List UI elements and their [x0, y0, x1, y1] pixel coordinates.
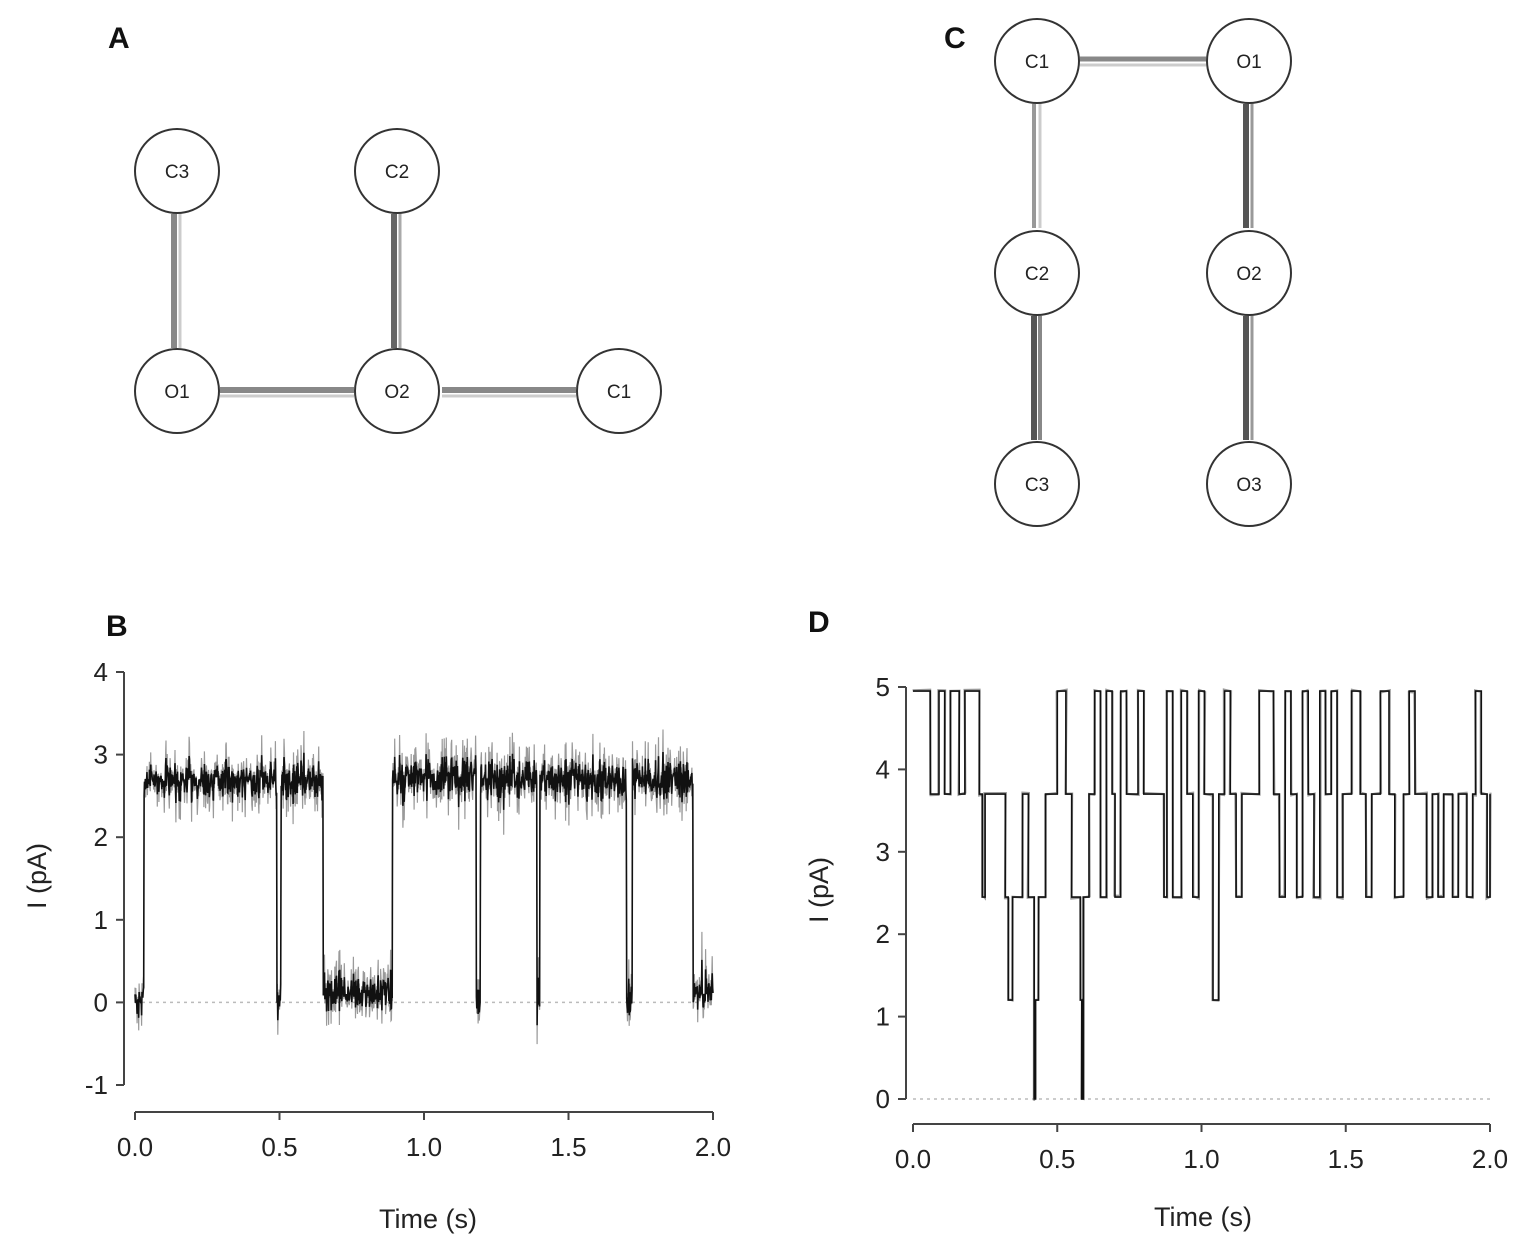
chart-d-xtick-label: 1.0	[1183, 1144, 1219, 1174]
edge-c2-o2	[391, 214, 402, 348]
edge-o2-c1	[442, 387, 576, 398]
chart-b-xlabel: Time (s)	[379, 1204, 477, 1234]
panel-label-b: B	[106, 610, 128, 643]
chart-d-ytick-label: 3	[876, 837, 890, 867]
edge-o2-o3	[1243, 316, 1254, 440]
chart-d-xtick-label: 2.0	[1472, 1144, 1508, 1174]
edge-c1-o1	[1080, 56, 1206, 67]
chart-b-xtick-label: 0.0	[117, 1132, 153, 1162]
chart-d-xtick-label: 0.0	[895, 1144, 931, 1174]
panel-label-c: C	[944, 22, 966, 55]
state-label-o1: O1	[1236, 52, 1261, 73]
chart-d-ticks: 0 1 2 3 4 5 0.0 0.5 1.0 1.5 2.0	[876, 672, 1509, 1174]
state-node-c1: C1	[576, 348, 662, 434]
state-node-c3: C3	[134, 128, 220, 214]
edge-c2-c3	[1031, 316, 1042, 440]
panel-label-d: D	[808, 606, 830, 639]
state-label-o3: O3	[1236, 475, 1261, 496]
state-label-c2: C2	[385, 162, 409, 183]
chart-d-trace	[912, 688, 1492, 1101]
chart-b-xtick-label: 1.0	[406, 1132, 442, 1162]
state-node-o2: O2	[354, 348, 440, 434]
chart-b-xtick-label: 2.0	[695, 1132, 731, 1162]
state-label-c3: C3	[1025, 475, 1049, 496]
edge-o1-o2	[220, 387, 354, 398]
chart-d-ytick-label: 0	[876, 1084, 890, 1114]
chart-b-ytick-label: 2	[94, 822, 108, 852]
state-node-o1: O1	[1206, 18, 1292, 104]
state-label-c1: C1	[607, 382, 631, 403]
chart-b-xtick-label: 0.5	[261, 1132, 297, 1162]
state-node-c3: C3	[994, 441, 1080, 527]
state-node-o1: O1	[134, 348, 220, 434]
state-label-o2: O2	[384, 382, 409, 403]
edge-o1-o2	[1243, 104, 1254, 228]
chart-b-trace-dark	[134, 751, 714, 1026]
chart-d-ytick-label: 4	[876, 754, 890, 784]
chart-b: -1 0 1 2 3 4 0.0 0.5 1.0 1.5 2.0 Time (s) I (pA)	[22, 657, 731, 1234]
chart-b-trace	[134, 729, 714, 1045]
chart-d-ytick-label: 1	[876, 1002, 890, 1032]
chart-d-trace-fit	[913, 690, 1491, 1100]
panel-label-a: A	[108, 22, 130, 55]
state-node-c2: C2	[994, 230, 1080, 316]
chart-d-xtick-label: 1.5	[1328, 1144, 1364, 1174]
state-node-o2: O2	[1206, 230, 1292, 316]
chart-b-ticks: -1 0 1 2 3 4 0.0 0.5 1.0 1.5 2.0	[85, 657, 731, 1162]
chart-d-xtick-label: 0.5	[1039, 1144, 1075, 1174]
state-node-c1: C1	[994, 18, 1080, 104]
state-label-c2: C2	[1025, 264, 1049, 285]
chart-d: 0 1 2 3 4 5 0.0 0.5 1.0 1.5 2.0 Time (s) I (pA)	[804, 672, 1508, 1232]
chart-d-ytick-label: 5	[876, 672, 890, 702]
chart-b-ytick-label: 0	[94, 987, 108, 1017]
chart-b-ytick-label: -1	[85, 1070, 108, 1100]
chart-b-ytick-label: 4	[94, 657, 108, 687]
chart-b-ytick-label: 1	[94, 905, 108, 935]
state-node-o3: O3	[1206, 441, 1292, 527]
chart-b-ylabel: I (pA)	[22, 843, 52, 909]
chart-b-ytick-label: 3	[94, 740, 108, 770]
state-label-c3: C3	[165, 162, 189, 183]
state-label-o2: O2	[1236, 264, 1261, 285]
chart-d-xlabel: Time (s)	[1154, 1202, 1252, 1232]
edge-c3-o1	[171, 214, 182, 348]
chart-b-xtick-label: 1.5	[550, 1132, 586, 1162]
chart-d-ylabel: I (pA)	[804, 857, 834, 923]
chart-d-ytick-label: 2	[876, 919, 890, 949]
state-label-c1: C1	[1025, 52, 1049, 73]
state-label-o1: O1	[164, 382, 189, 403]
diagram-a: C3 C2 O1 O2 C1	[134, 128, 662, 434]
state-node-c2: C2	[354, 128, 440, 214]
edge-c1-c2	[1032, 104, 1042, 228]
diagram-c: C1 O1 C2 O2 C3 O3	[994, 18, 1292, 527]
